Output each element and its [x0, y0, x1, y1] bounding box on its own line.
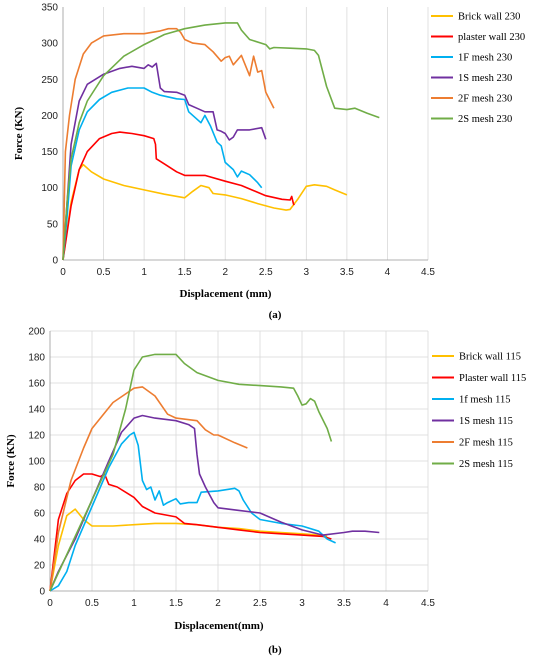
series-line	[62, 131, 295, 261]
y-tick-label: 250	[41, 75, 58, 86]
x-axis-title: Displacement(mm)	[174, 620, 264, 632]
x-tick-label: 0.5	[97, 267, 111, 278]
legend-label: Plaster wall 115	[459, 373, 526, 384]
legend-label: 1f mesh 115	[459, 395, 511, 406]
y-axis-title: Force (KN)	[13, 107, 25, 161]
legend-label: 2S mesh 230	[458, 114, 512, 125]
series-line	[62, 87, 263, 261]
series-line	[49, 414, 380, 592]
y-tick-label: 20	[34, 561, 46, 572]
x-tick-label: 4	[385, 267, 391, 278]
series-line	[49, 431, 336, 592]
x-tick-label: 1	[131, 598, 137, 609]
x-tick-label: 1	[141, 267, 147, 278]
legend-label: 1F mesh 230	[458, 53, 512, 64]
y-tick-label: 120	[28, 431, 45, 442]
x-tick-label: 3.5	[337, 598, 351, 609]
y-tick-label: 140	[28, 405, 45, 416]
x-tick-label: 0	[47, 598, 53, 609]
legend-label: Brick wall 115	[459, 352, 521, 363]
x-tick-label: 1.5	[178, 267, 192, 278]
x-tick-label: 2.5	[253, 598, 267, 609]
y-tick-label: 80	[34, 483, 46, 494]
legend-label: 2F mesh 230	[458, 94, 512, 105]
series-line	[49, 473, 332, 592]
figure-caption: (a)	[269, 309, 282, 321]
y-tick-label: 50	[47, 219, 59, 230]
x-tick-label: 0.5	[85, 598, 99, 609]
y-tick-label: 350	[41, 3, 58, 14]
x-tick-label: 4.5	[421, 267, 435, 278]
figure-caption: (b)	[268, 644, 282, 656]
y-tick-label: 160	[28, 379, 45, 390]
y-tick-label: 300	[41, 39, 58, 50]
y-tick-label: 100	[41, 183, 58, 194]
y-axis-title: Force (KN)	[5, 434, 17, 488]
x-tick-label: 1.5	[169, 598, 183, 609]
x-tick-label: 3	[299, 598, 305, 609]
y-tick-label: 0	[39, 587, 45, 598]
y-tick-label: 0	[52, 256, 58, 267]
legend-label: Brick wall 230	[458, 12, 520, 23]
x-tick-label: 3.5	[340, 267, 354, 278]
x-tick-label: 2	[222, 267, 228, 278]
legend-label: 1S mesh 115	[459, 416, 513, 427]
legend-label: 1S mesh 230	[458, 73, 512, 84]
x-tick-label: 4.5	[421, 598, 435, 609]
chart-b: 0 0.5 1 1.5 2 2.5 3 3.5 4 4.5 0 20 40 60 80 100 120 140 16…	[5, 327, 526, 657]
y-tick-label: 180	[28, 353, 45, 364]
series-line	[49, 353, 333, 592]
series-line	[62, 163, 348, 261]
x-tick-label: 0	[60, 267, 66, 278]
y-tick-label: 150	[41, 147, 58, 158]
legend-label: 2F mesh 115	[459, 438, 513, 449]
series-line	[49, 386, 248, 592]
legend-label: 2S mesh 115	[459, 459, 513, 470]
x-tick-label: 3	[304, 267, 310, 278]
y-tick-label: 60	[34, 509, 46, 520]
x-axis-title: Displacement (mm)	[180, 288, 272, 300]
x-tick-label: 2.5	[259, 267, 273, 278]
x-tick-label: 4	[383, 598, 389, 609]
series-line	[62, 27, 275, 261]
series-line	[62, 22, 380, 261]
x-tick-label: 2	[215, 598, 221, 609]
series-line	[49, 508, 328, 592]
y-tick-label: 40	[34, 535, 46, 546]
series-line	[62, 62, 267, 261]
y-tick-label: 200	[41, 111, 58, 122]
chart-a: 0 0.5 1 1.5 2 2.5 3 3.5 4 4.5 0 50 100 150 200 250 300 35…	[13, 3, 525, 322]
legend-label: plaster wall 230	[458, 32, 525, 43]
y-tick-label: 100	[28, 457, 45, 468]
y-tick-label: 200	[28, 327, 45, 338]
